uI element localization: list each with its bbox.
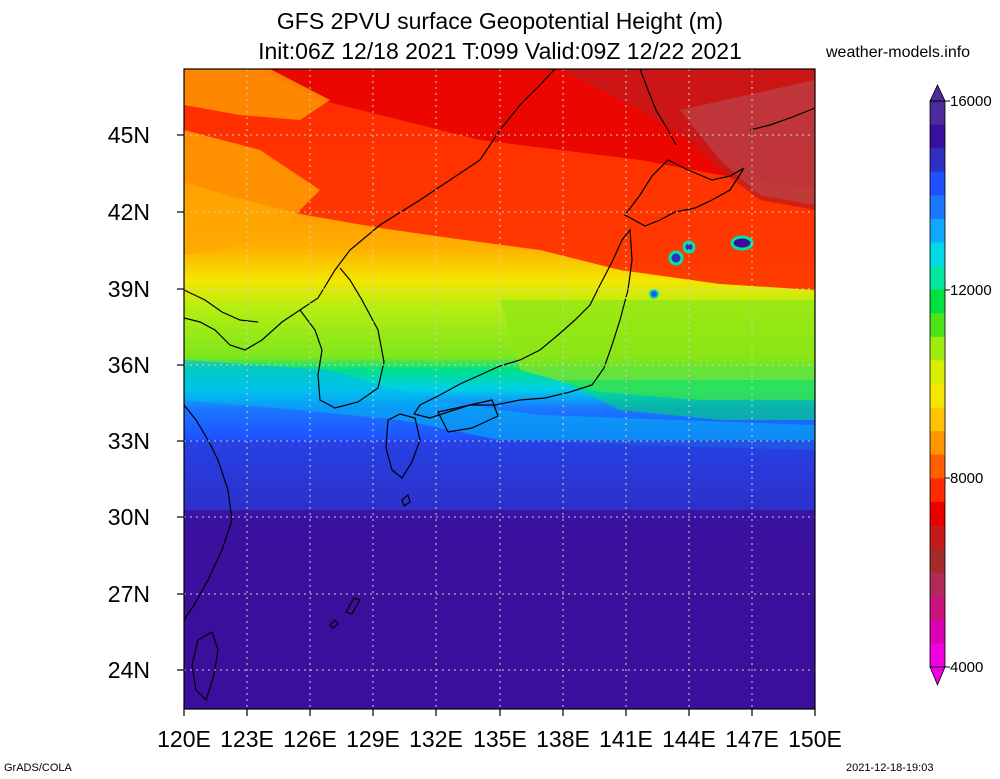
lon-label-135e: 135E	[473, 726, 527, 752]
colorbar-swatch	[930, 478, 945, 503]
lat-label-45n: 45N	[107, 122, 150, 148]
colorbar-swatch	[930, 242, 945, 267]
lon-label-126e: 126E	[283, 726, 337, 752]
colorbar-label-12000: 12000	[950, 282, 992, 299]
colorbar-swatch	[930, 336, 945, 361]
colorbar-swatch	[930, 525, 945, 550]
source-label: weather-models.info	[826, 44, 971, 61]
colorbar-swatch	[930, 431, 945, 456]
colorbar-swatch	[930, 266, 945, 291]
colorbar-swatch	[930, 572, 945, 597]
colorbar-swatch	[930, 289, 945, 314]
colorbar-swatch	[930, 218, 945, 243]
gridlines	[184, 69, 815, 709]
lon-label-141e: 141E	[599, 726, 653, 752]
lon-label-150e: 150E	[788, 726, 842, 752]
lat-label-30n: 30N	[107, 504, 150, 530]
lon-label-132e: 132E	[409, 726, 463, 752]
colorbar-frame	[929, 100, 946, 668]
colorbar-swatch	[930, 101, 945, 126]
height-field	[184, 69, 815, 709]
lon-label-120e: 120E	[157, 726, 211, 752]
colorbar	[929, 84, 946, 687]
colorbar-swatch	[930, 124, 945, 149]
lon-label-138e: 138E	[536, 726, 590, 752]
colorbar-label-16000: 16000	[950, 93, 992, 110]
colorbar-swatch	[930, 171, 945, 196]
axis-ticks	[177, 134, 816, 716]
chart-subtitle: Init:06Z 12/18 2021 T:099 Valid:09Z 12/2…	[258, 38, 742, 64]
colorbar-label-8000: 8000	[950, 470, 984, 487]
colorbar-swatch	[930, 549, 945, 574]
lon-label-123e: 123E	[220, 726, 274, 752]
chart-title: GFS 2PVU surface Geopotential Height (m)	[276, 8, 724, 34]
colorbar-swatch	[930, 384, 945, 409]
colorbar-label-4000: 4000	[950, 659, 984, 676]
lat-label-27n: 27N	[107, 581, 150, 607]
colorbar-swatch	[930, 643, 945, 668]
footer-timestamp: 2021-12-18-19:03	[846, 762, 934, 774]
colorbar-swatch	[930, 195, 945, 220]
footer-software: GrADS/COLA	[4, 762, 72, 774]
colorbar-swatch	[930, 596, 945, 621]
colorbar-ticks	[945, 100, 950, 668]
colorbar-swatch	[930, 501, 945, 526]
coastlines	[184, 69, 815, 702]
lon-label-147e: 147E	[725, 726, 779, 752]
colorbar-bottom-arrow	[929, 666, 946, 687]
lat-label-36n: 36N	[107, 352, 150, 378]
colorbar-swatch	[930, 454, 945, 479]
lat-label-33n: 33N	[107, 428, 150, 454]
lat-label-39n: 39N	[107, 276, 150, 302]
colorbar-swatch	[930, 313, 945, 338]
colorbar-swatch	[930, 148, 945, 173]
colorbar-swatch	[930, 360, 945, 385]
colorbar-swatch	[930, 619, 945, 644]
colorbar-top-arrow	[929, 84, 946, 102]
lon-label-144e: 144E	[662, 726, 716, 752]
lon-label-129e: 129E	[346, 726, 400, 752]
lat-label-42n: 42N	[107, 199, 150, 225]
colorbar-swatch	[930, 407, 945, 432]
lat-label-24n: 24N	[107, 657, 150, 683]
